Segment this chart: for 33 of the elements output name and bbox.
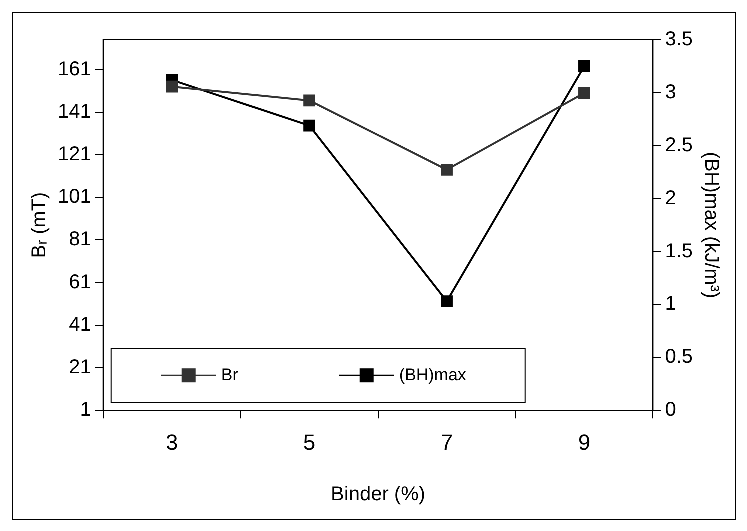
point xyxy=(578,87,590,100)
y2-tick-label: 0.5 xyxy=(665,346,694,368)
x-tick-label: 5 xyxy=(303,430,316,455)
y-tick-label: 81 xyxy=(69,228,92,251)
point xyxy=(578,60,590,72)
y2-tick-label: 3.5 xyxy=(665,28,694,51)
y2-tick-label: 1.5 xyxy=(665,240,694,262)
y-tick-label: 61 xyxy=(69,271,92,294)
y-tick-label: 121 xyxy=(58,144,92,166)
point xyxy=(304,120,316,132)
y2-tick-label: 2 xyxy=(665,187,676,210)
legend-label: (BH)max xyxy=(399,365,467,384)
x-axis-title: Binder (%) xyxy=(331,484,426,506)
x-tick-label: 3 xyxy=(166,430,178,455)
y-tick-label: 141 xyxy=(58,100,92,123)
y2-tick-label: 3 xyxy=(665,81,676,104)
y2-tick-label: 2.5 xyxy=(665,134,694,156)
point xyxy=(304,94,316,107)
x-tick-label: 9 xyxy=(578,430,591,455)
y-tick-label: 161 xyxy=(58,58,92,80)
y2-tick-label: 0 xyxy=(665,399,676,422)
y-tick-label: 1 xyxy=(80,399,92,422)
point xyxy=(441,164,453,176)
y2-axis-title: (BH)max (kJ/m³) xyxy=(700,152,722,299)
y-tick-label: 101 xyxy=(58,186,92,208)
point xyxy=(166,80,178,93)
point xyxy=(441,296,453,308)
y-axis-title: Bᵣ (mT) xyxy=(28,192,51,258)
y-tick-label: 21 xyxy=(69,356,92,379)
y2-tick-label: 1 xyxy=(665,293,676,316)
y-tick-label: 41 xyxy=(69,314,92,336)
legend-label: Br xyxy=(221,365,239,384)
x-tick-label: 7 xyxy=(440,430,454,455)
